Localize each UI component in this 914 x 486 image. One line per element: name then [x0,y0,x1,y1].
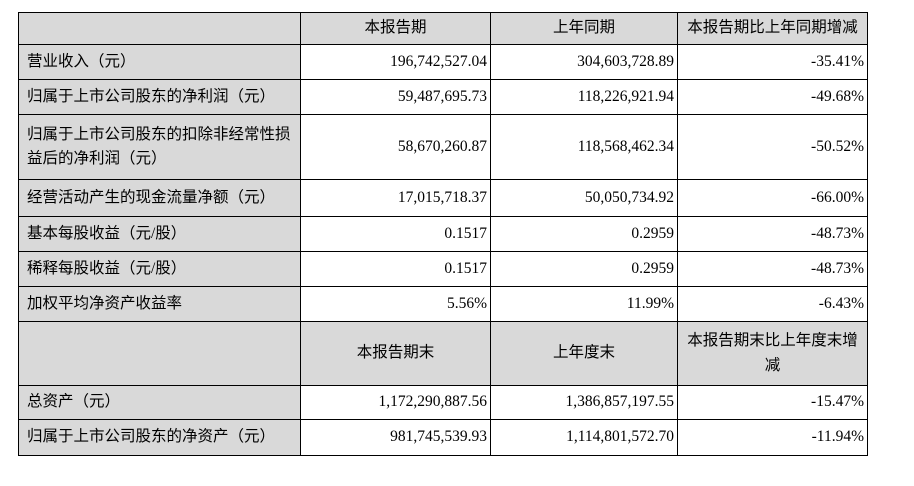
prior-period-value: 0.2959 [490,251,678,287]
row-label: 营业收入（元） [18,44,301,80]
prior-period-value: 1,114,801,572.70 [490,419,678,456]
current-period-value: 59,487,695.73 [300,79,491,115]
section2-header-row: 本报告期末 上年度末 本报告期末比上年度末增减 [18,321,868,386]
change-value: -48.73% [677,251,868,287]
prior-period-value: 0.2959 [490,216,678,252]
change-value: -35.41% [677,44,868,80]
section2-header-change: 本报告期末比上年度末增减 [677,321,868,386]
section2-header-prior-year-end: 上年度末 [490,321,678,386]
table-row-net-profit: 归属于上市公司股东的净利润（元） 59,487,695.73 118,226,9… [18,79,868,115]
table-row-weighted-avg-roe: 加权平均净资产收益率 5.56% 11.99% -6.43% [18,286,868,322]
current-period-value: 1,172,290,887.56 [300,385,491,420]
section2-header-current-period-end: 本报告期末 [300,321,491,386]
prior-period-value: 50,050,734.92 [490,179,678,217]
row-label: 归属于上市公司股东的扣除非经常性损益后的净利润（元） [18,114,301,180]
table-row-basic-eps: 基本每股收益（元/股） 0.1517 0.2959 -48.73% [18,216,868,252]
row-label: 稀释每股收益（元/股） [18,251,301,287]
current-period-value: 196,742,527.04 [300,44,491,80]
current-period-value: 17,015,718.37 [300,179,491,217]
section2-header-empty-cell [18,321,301,386]
section1-header-empty-cell [18,12,301,45]
prior-period-value: 118,568,462.34 [490,114,678,180]
change-value: -49.68% [677,79,868,115]
row-label: 加权平均净资产收益率 [18,286,301,322]
table-row-operating-cash-flow: 经营活动产生的现金流量净额（元） 17,015,718.37 50,050,73… [18,179,868,217]
current-period-value: 5.56% [300,286,491,322]
table-row-net-profit-excl-nonrecurring: 归属于上市公司股东的扣除非经常性损益后的净利润（元） 58,670,260.87… [18,114,868,180]
financial-summary-table: 本报告期 上年同期 本报告期比上年同期增减 营业收入（元） 196,742,52… [18,12,868,456]
row-label: 经营活动产生的现金流量净额（元） [18,179,301,217]
current-period-value: 0.1517 [300,216,491,252]
prior-period-value: 1,386,857,197.55 [490,385,678,420]
prior-period-value: 118,226,921.94 [490,79,678,115]
change-value: -11.94% [677,419,868,456]
table-row-net-assets: 归属于上市公司股东的净资产（元） 981,745,539.93 1,114,80… [18,419,868,456]
current-period-value: 981,745,539.93 [300,419,491,456]
table-row-operating-revenue: 营业收入（元） 196,742,527.04 304,603,728.89 -3… [18,44,868,80]
prior-period-value: 11.99% [490,286,678,322]
section1-header-change: 本报告期比上年同期增减 [677,12,868,45]
change-value: -48.73% [677,216,868,252]
section1-header-prior-period: 上年同期 [490,12,678,45]
table-row-diluted-eps: 稀释每股收益（元/股） 0.1517 0.2959 -48.73% [18,251,868,287]
row-label: 基本每股收益（元/股） [18,216,301,252]
change-value: -15.47% [677,385,868,420]
current-period-value: 0.1517 [300,251,491,287]
section1-header-current-period: 本报告期 [300,12,491,45]
change-value: -50.52% [677,114,868,180]
current-period-value: 58,670,260.87 [300,114,491,180]
prior-period-value: 304,603,728.89 [490,44,678,80]
row-label: 归属于上市公司股东的净资产（元） [18,419,301,456]
financial-summary-table-wrap: 本报告期 上年同期 本报告期比上年同期增减 营业收入（元） 196,742,52… [18,12,868,456]
row-label: 总资产（元） [18,385,301,420]
change-value: -66.00% [677,179,868,217]
table-row-total-assets: 总资产（元） 1,172,290,887.56 1,386,857,197.55… [18,385,868,420]
section1-header-row: 本报告期 上年同期 本报告期比上年同期增减 [18,12,868,45]
row-label: 归属于上市公司股东的净利润（元） [18,79,301,115]
change-value: -6.43% [677,286,868,322]
